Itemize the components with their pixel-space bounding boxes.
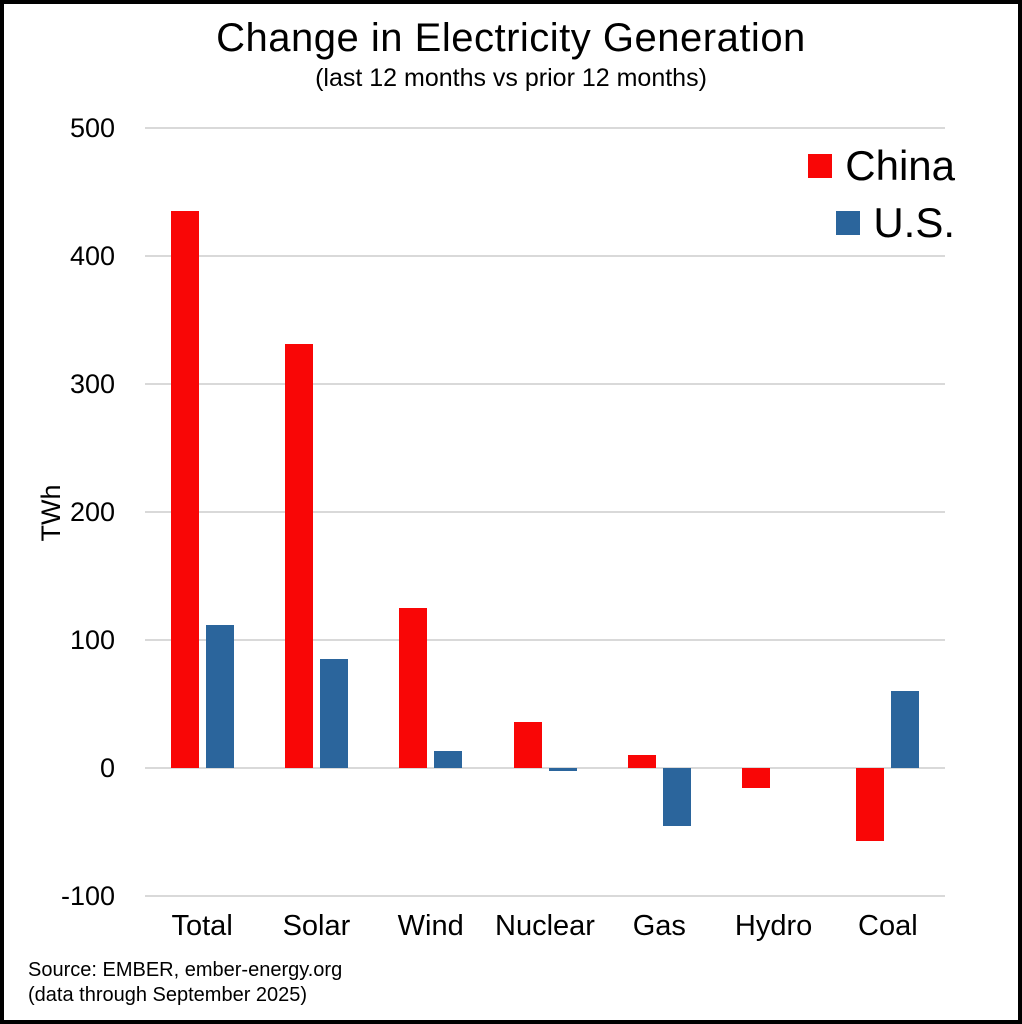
bar-u-s-total bbox=[205, 624, 234, 768]
chart-title: Change in Electricity Generation bbox=[216, 16, 806, 60]
bar-u-s-gas bbox=[662, 768, 691, 826]
gridline--100 bbox=[145, 895, 945, 897]
legend-label-china: China bbox=[845, 142, 955, 189]
bar-china-hydro bbox=[742, 768, 771, 789]
source-note: Source: EMBER, ember-energy.org (data th… bbox=[28, 958, 342, 1008]
bar-china-solar bbox=[284, 344, 313, 768]
bar-u-s-wind bbox=[434, 751, 463, 768]
x-axis-label-solar: Solar bbox=[282, 910, 351, 942]
legend-item-china: China bbox=[808, 142, 955, 190]
legend-swatch-china bbox=[808, 154, 833, 178]
y-tick-label-0: 0 bbox=[99, 753, 115, 783]
chart-subtitle: (last 12 months vs prior 12 months) bbox=[315, 64, 707, 92]
gridline-200 bbox=[145, 511, 945, 513]
bar-u-s-coal bbox=[891, 691, 920, 768]
gridline-0 bbox=[145, 767, 945, 769]
source-line-2: (data through September 2025) bbox=[28, 984, 308, 1006]
bar-u-s-solar bbox=[319, 659, 348, 768]
x-axis-label-hydro: Hydro bbox=[734, 910, 813, 942]
x-axis-label-total: Total bbox=[171, 910, 233, 942]
x-axis-label-nuclear: Nuclear bbox=[495, 910, 595, 942]
legend-label-u-s: U.S. bbox=[873, 199, 955, 246]
x-axis-label-wind: Wind bbox=[397, 910, 464, 942]
y-tick-label-400: 400 bbox=[69, 241, 115, 271]
bar-china-nuclear bbox=[513, 721, 542, 768]
x-axis-label-gas: Gas bbox=[632, 910, 686, 942]
y-tick-label--100: -100 bbox=[60, 881, 115, 911]
y-tick-label-100: 100 bbox=[69, 625, 115, 655]
y-tick-label-500: 500 bbox=[69, 113, 115, 143]
bar-u-s-nuclear bbox=[548, 768, 577, 771]
bar-china-total bbox=[170, 211, 199, 768]
gridline-400 bbox=[145, 255, 945, 257]
gridline-300 bbox=[145, 383, 945, 385]
legend-item-u-s: U.S. bbox=[836, 199, 955, 247]
plot-area bbox=[145, 127, 945, 897]
y-tick-label-200: 200 bbox=[69, 497, 115, 527]
legend-swatch-u-s bbox=[836, 211, 861, 235]
bar-china-gas bbox=[627, 755, 656, 768]
gridline-500 bbox=[145, 127, 945, 129]
x-axis-label-coal: Coal bbox=[858, 910, 918, 942]
legend: China U.S. bbox=[808, 142, 955, 247]
bar-china-coal bbox=[856, 768, 885, 841]
bar-china-wind bbox=[399, 608, 428, 768]
gridline-100 bbox=[145, 639, 945, 641]
source-line-1: Source: EMBER, ember-energy.org bbox=[28, 959, 343, 981]
y-tick-label-300: 300 bbox=[69, 369, 115, 399]
